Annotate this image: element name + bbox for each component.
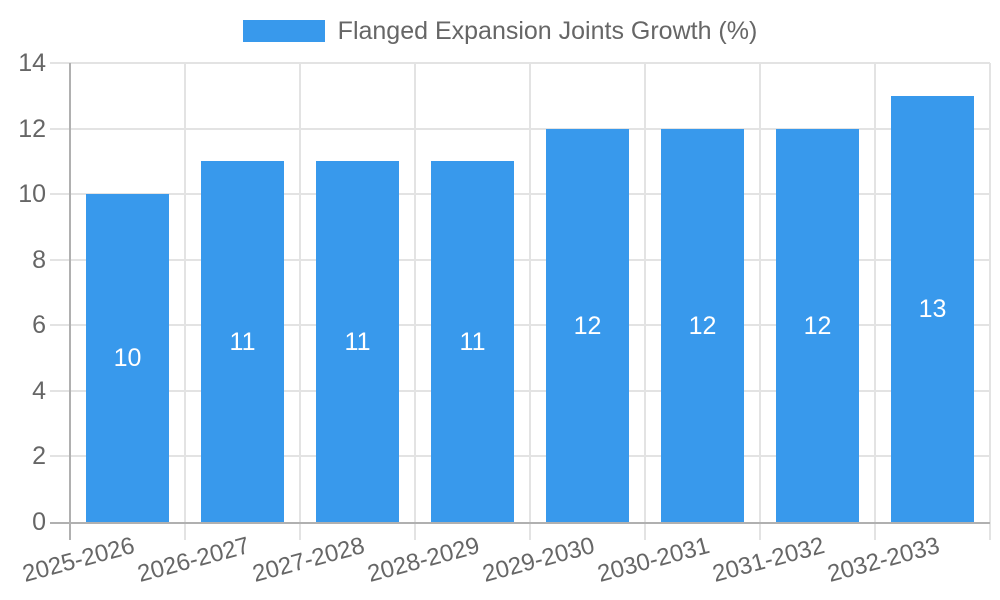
x-axis-tick bbox=[414, 522, 416, 540]
gridline-vertical bbox=[299, 63, 301, 522]
bar-value-label: 12 bbox=[803, 312, 832, 340]
bar-2025-2026[interactable] bbox=[86, 194, 169, 522]
x-axis-tick bbox=[874, 522, 876, 540]
gridline-vertical bbox=[414, 63, 416, 522]
bar-2031-2032[interactable] bbox=[776, 129, 859, 522]
x-axis-label-2025-2026: 2025-2026 bbox=[19, 532, 138, 588]
bar-value-label: 11 bbox=[459, 328, 486, 356]
y-axis-tick bbox=[50, 390, 70, 392]
y-tick-label: 2 bbox=[32, 442, 46, 470]
bar-2032-2033[interactable] bbox=[891, 96, 974, 522]
x-axis-label-2026-2027: 2026-2027 bbox=[134, 532, 253, 588]
y-axis-tick bbox=[50, 62, 70, 64]
legend-swatch bbox=[242, 20, 325, 42]
x-axis-label-2030-2031: 2030-2031 bbox=[594, 532, 713, 588]
gridline-vertical bbox=[644, 63, 646, 522]
legend-label: Flanged Expansion Joints Growth (%) bbox=[337, 17, 758, 45]
y-tick-label: 10 bbox=[18, 180, 46, 208]
bar-2026-2027[interactable] bbox=[201, 161, 284, 522]
gridline-vertical bbox=[184, 63, 186, 522]
bar-2030-2031[interactable] bbox=[661, 129, 744, 522]
y-axis-tick bbox=[50, 259, 70, 261]
x-axis-tick bbox=[299, 522, 301, 540]
bar-value-label: 13 bbox=[918, 295, 947, 323]
x-axis-tick bbox=[759, 522, 761, 540]
y-axis-tick bbox=[50, 455, 70, 457]
gridline-vertical bbox=[759, 63, 761, 522]
y-tick-label: 14 bbox=[18, 49, 46, 77]
x-axis-label-2031-2032: 2031-2032 bbox=[709, 532, 828, 588]
y-tick-label: 6 bbox=[32, 311, 46, 339]
gridline-vertical bbox=[989, 63, 991, 522]
y-axis-tick bbox=[50, 128, 70, 130]
y-tick-label: 12 bbox=[18, 115, 46, 143]
bar-value-label: 12 bbox=[688, 312, 717, 340]
x-axis-label-2032-2033: 2032-2033 bbox=[824, 532, 943, 588]
bar-2027-2028[interactable] bbox=[316, 161, 399, 522]
x-axis-line bbox=[50, 522, 990, 524]
y-tick-label: 0 bbox=[32, 508, 46, 536]
x-axis-tick bbox=[529, 522, 531, 540]
bar-2029-2030[interactable] bbox=[546, 129, 629, 522]
y-tick-label: 4 bbox=[32, 377, 46, 405]
x-axis-tick bbox=[184, 522, 186, 540]
x-axis-label-2028-2029: 2028-2029 bbox=[364, 532, 483, 588]
x-axis-tick bbox=[644, 522, 646, 540]
bar-value-label: 11 bbox=[229, 328, 256, 356]
y-axis-tick bbox=[50, 193, 70, 195]
x-axis-label-2029-2030: 2029-2030 bbox=[479, 532, 598, 588]
gridline-vertical bbox=[529, 63, 531, 522]
x-axis-label-2027-2028: 2027-2028 bbox=[249, 532, 368, 588]
y-tick-label: 8 bbox=[32, 246, 46, 274]
bar-2028-2029[interactable] bbox=[431, 161, 514, 522]
bar-value-label: 11 bbox=[344, 328, 371, 356]
bar-value-label: 10 bbox=[113, 344, 142, 372]
bar-value-label: 12 bbox=[573, 312, 602, 340]
y-axis-line bbox=[69, 63, 71, 540]
y-axis-tick bbox=[50, 324, 70, 326]
gridline-vertical bbox=[874, 63, 876, 522]
legend-item[interactable]: Flanged Expansion Joints Growth (%) bbox=[0, 18, 1000, 44]
x-axis-tick bbox=[989, 522, 991, 540]
